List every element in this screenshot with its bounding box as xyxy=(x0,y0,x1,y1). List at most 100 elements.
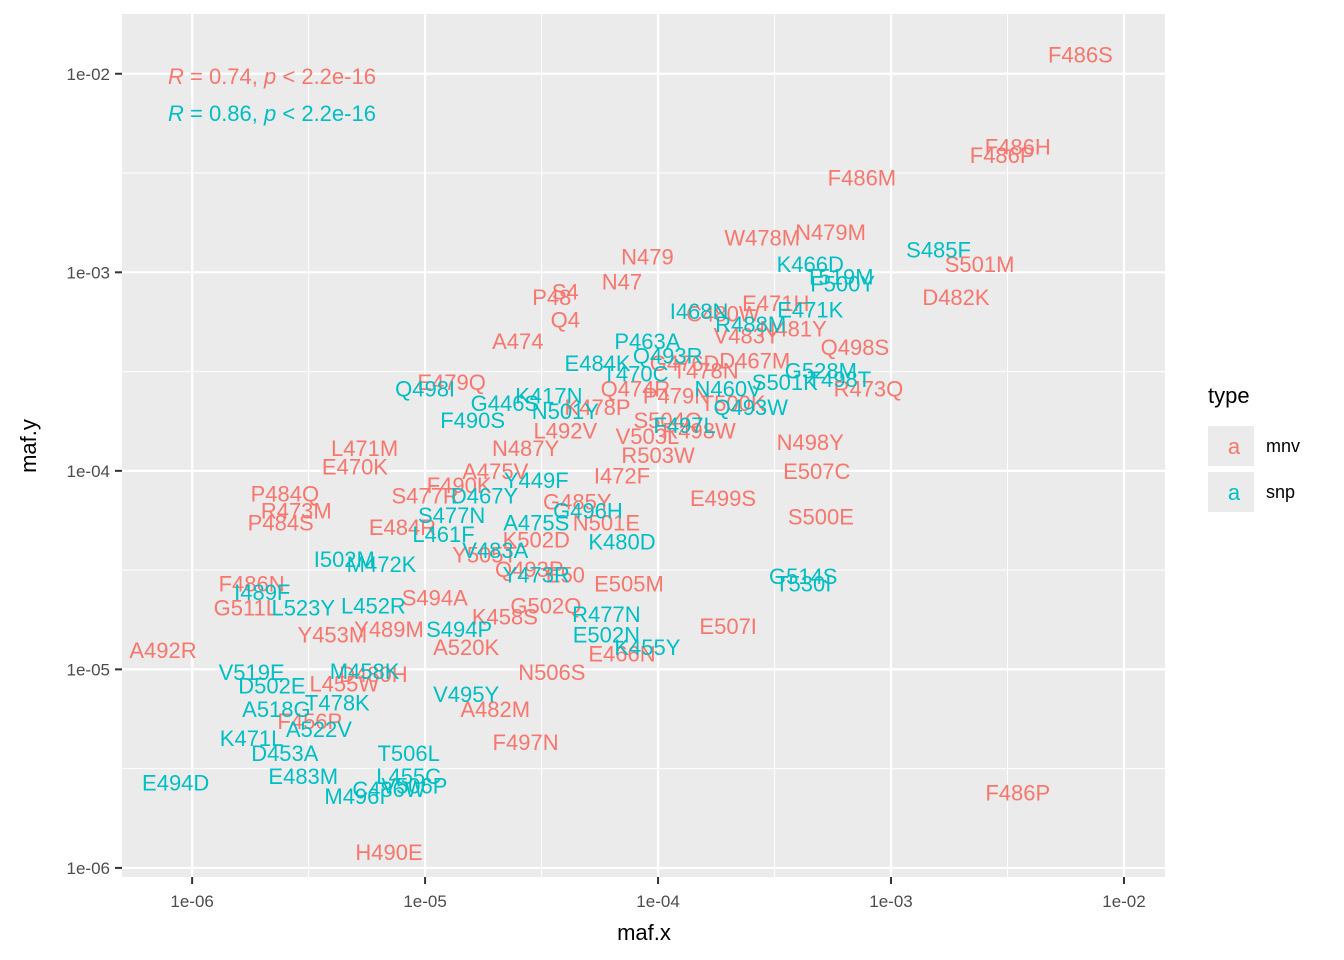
x-axis-title: maf.x xyxy=(617,920,671,945)
point-label-mnv-42: R503W xyxy=(621,443,695,468)
grid-layer xyxy=(122,14,1165,877)
point-label-mnv-66: N481Y xyxy=(759,317,827,342)
point-label-mnv-56: Y505T xyxy=(452,542,517,567)
point-label-snp-47: L461F xyxy=(412,522,474,547)
point-label-mnv-57: Q493P xyxy=(495,557,564,582)
legend-title: type xyxy=(1208,383,1250,408)
point-label-mnv-7: D482K xyxy=(922,285,990,310)
point-label-mnv-24: E470K xyxy=(322,455,388,480)
point-label-mnv-59: I472F xyxy=(594,463,650,488)
point-label-snp-15: D502E xyxy=(238,673,305,698)
point-label-snp-28: E502N xyxy=(573,622,640,647)
point-label-snp-37: E471K xyxy=(777,297,843,322)
point-label-mnv-34: F497N xyxy=(493,730,559,755)
point-label-mnv-25: L471M xyxy=(331,436,398,461)
point-label-mnv-6: S501M xyxy=(945,252,1015,277)
point-label-mnv-2: F486P xyxy=(970,143,1035,168)
stat-annotation-part-snp-1: = 0.86, xyxy=(184,101,264,126)
point-label-mnv-29: A492R xyxy=(129,638,196,663)
point-label-snp-5: G514S xyxy=(769,564,838,589)
legend-key-snp xyxy=(1208,472,1254,512)
panel-background xyxy=(122,14,1165,877)
point-label-snp-6: T530I xyxy=(775,572,831,597)
point-label-mnv-70: F456P xyxy=(277,709,342,734)
point-label-mnv-46: C480W xyxy=(686,302,760,327)
point-label-snp-2: K466D xyxy=(777,252,844,277)
point-label-mnv-50: L492V xyxy=(534,418,598,443)
point-label-mnv-52: A475V xyxy=(462,459,528,484)
point-label-mnv-60: V503L xyxy=(616,424,680,449)
point-label-snp-30: V495Y xyxy=(433,682,499,707)
point-label-snp-39: I468N xyxy=(670,299,729,324)
point-label-mnv-28: G511L xyxy=(214,595,278,620)
point-label-mnv-53: F490K xyxy=(427,473,492,498)
point-label-mnv-30: E507I xyxy=(699,614,757,639)
point-label-mnv-44: T478N xyxy=(673,359,739,384)
point-label-mnv-22: R473M xyxy=(261,499,332,524)
point-label-mnv-49: K478P xyxy=(565,395,631,420)
point-label-mnv-38: D480H xyxy=(339,662,407,687)
x-tick-label-4: 1e-02 xyxy=(1102,892,1145,911)
point-label-snp-36: R488M xyxy=(715,312,786,337)
point-label-snp-31: Y473R xyxy=(503,563,570,588)
legend-key-glyph-mnv: a xyxy=(1228,434,1241,459)
point-label-snp-7: S501K xyxy=(752,370,818,395)
point-label-snp-40: P463A xyxy=(614,329,680,354)
point-label-mnv-0: F486S xyxy=(1048,43,1113,68)
stat-annotation-part-mnv-1: = 0.74, xyxy=(184,64,264,89)
point-label-mnv-27: F486N xyxy=(219,572,285,597)
point-label-snp-26: T506L xyxy=(377,741,439,766)
point-label-mnv-68: Y453M xyxy=(298,622,368,647)
point-label-snp-22: M496I xyxy=(324,784,385,809)
stat-annotation-mnv: R = 0.74, p < 2.2e-16 xyxy=(168,64,376,89)
point-label-mnv-69: L455W xyxy=(309,671,379,696)
point-label-mnv-1: F486H xyxy=(985,135,1051,160)
points-layer: F486SF486HF486PF486MN479MW478MS501MD482K… xyxy=(129,43,1112,866)
point-label-snp-48: N501Y xyxy=(532,399,600,424)
point-label-snp-41: T470C xyxy=(602,361,668,386)
point-label-mnv-61: P479N xyxy=(643,383,710,408)
stat-annotation-part-snp-0: R xyxy=(168,101,184,126)
point-label-snp-38: F497L xyxy=(653,413,715,438)
y-tick-label-0: 1e-06 xyxy=(67,859,110,878)
point-label-snp-35: N460V xyxy=(695,376,763,401)
point-label-mnv-41: K502D xyxy=(503,528,570,553)
point-label-snp-23: L455C xyxy=(376,764,441,789)
point-label-mnv-3: F486M xyxy=(828,166,896,191)
point-label-mnv-21: P484Q xyxy=(251,481,320,506)
point-label-snp-54: S494P xyxy=(426,617,492,642)
point-label-snp-50: K417N xyxy=(515,383,582,408)
y-tick-label-3: 1e-03 xyxy=(67,263,110,282)
point-label-snp-9: Q498I xyxy=(395,376,455,401)
point-label-snp-16: A518G xyxy=(242,697,311,722)
point-label-mnv-12: Q4 xyxy=(551,307,580,332)
point-label-snp-10: I502M xyxy=(314,547,375,572)
point-label-snp-51: G446S xyxy=(471,391,540,416)
point-label-snp-3: F500Y xyxy=(810,271,875,296)
point-label-mnv-20: S500E xyxy=(788,504,854,529)
legend-label-mnv: mnv xyxy=(1266,436,1300,456)
point-label-snp-4: G528M xyxy=(785,359,857,384)
point-label-snp-34: Q493W xyxy=(713,395,788,420)
point-label-mnv-72: K458S xyxy=(472,604,538,629)
axes-layer: 1e-06 1e-05 1e-04 1e-03 1e-02 1e-06 1e-05 1e-04… xyxy=(67,65,1146,911)
point-label-mnv-47: G476D xyxy=(650,351,720,376)
point-label-snp-14: V519E xyxy=(219,660,285,685)
point-label-mnv-4: N479M xyxy=(795,220,866,245)
point-label-snp-57: A522V xyxy=(286,717,352,742)
y-tick-label-1: 1e-05 xyxy=(67,660,110,679)
stat-annotation-part-mnv-3: < 2.2e-16 xyxy=(276,64,376,89)
point-label-mnv-65: E471H xyxy=(742,291,809,316)
point-label-mnv-19: E499S xyxy=(690,486,756,511)
legend-label-snp: snp xyxy=(1266,482,1295,502)
point-label-snp-45: S477N xyxy=(418,503,485,528)
point-label-mnv-37: Y489M xyxy=(354,617,424,642)
point-label-snp-43: Y449F xyxy=(504,468,569,493)
point-label-snp-25: M458K xyxy=(330,659,400,684)
point-label-mnv-8: N479 xyxy=(621,245,674,270)
point-label-snp-0: S485F xyxy=(906,238,971,263)
point-label-mnv-26: E505M xyxy=(594,572,664,597)
point-label-snp-13: L523Y xyxy=(271,595,335,620)
point-label-mnv-18: E507C xyxy=(783,459,850,484)
